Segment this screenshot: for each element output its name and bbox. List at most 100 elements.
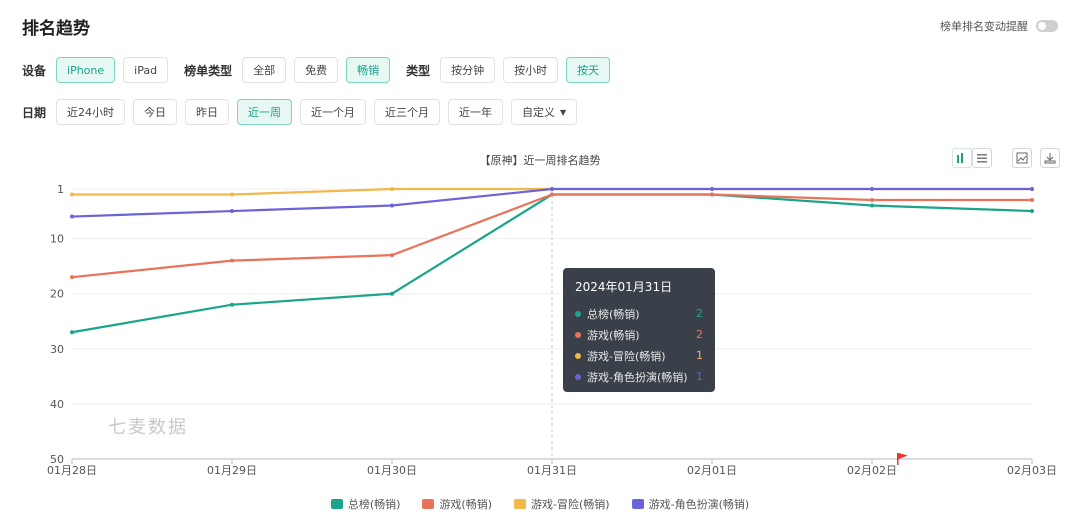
- legend-swatch: [514, 499, 527, 509]
- page-title: 排名趋势: [22, 19, 90, 39]
- rank-alert-toggle-wrap: 榜单排名变动提醒: [940, 18, 1058, 34]
- legend-swatch: [330, 499, 343, 509]
- data-point: [1030, 198, 1034, 203]
- x-tick-label: 01月28日: [47, 464, 97, 477]
- tooltip-series-name: 总榜(畅销): [587, 307, 640, 321]
- data-point: [710, 187, 714, 191]
- data-point: [70, 192, 74, 197]
- list-view-toggle-icon[interactable]: [972, 148, 992, 168]
- rank-alert-label: 榜单排名变动提醒: [940, 20, 1028, 33]
- data-point: [550, 187, 554, 191]
- x-tick-label: 02月01日: [687, 464, 737, 477]
- tooltip-row: 游戏-角色扮演(畅销) 1: [575, 366, 703, 387]
- date-24h-button[interactable]: 近24小时: [56, 99, 126, 125]
- legend-item[interactable]: 游戏-冒险(畅销): [514, 496, 610, 512]
- bar-chart-toggle-icon[interactable]: [952, 148, 972, 168]
- y-tick-label: 30: [50, 343, 64, 356]
- date-year-button[interactable]: 近一年: [448, 99, 504, 125]
- data-point: [870, 203, 874, 208]
- tooltip-series-value: 1: [696, 370, 703, 383]
- date-label: 日期: [22, 105, 47, 120]
- data-point: [710, 192, 714, 197]
- data-point: [1030, 187, 1034, 191]
- date-today-button[interactable]: 今日: [133, 99, 178, 125]
- y-tick-label: 20: [50, 288, 64, 301]
- tooltip-row: 游戏-冒险(畅销) 1: [575, 345, 703, 366]
- rank-alert-toggle[interactable]: [1036, 20, 1058, 32]
- legend-label: 总榜(畅销): [347, 498, 401, 511]
- tooltip-series-name: 游戏-角色扮演(畅销): [587, 370, 688, 384]
- tooltip-row: 游戏(畅销) 2: [575, 324, 703, 345]
- tooltip-row: 总榜(畅销) 2: [575, 303, 703, 324]
- y-tick-label: 50: [50, 453, 64, 466]
- y-tick-label: 1: [57, 183, 64, 196]
- tooltip-series-dot: [575, 352, 581, 359]
- data-point: [230, 258, 234, 263]
- type-minute-button[interactable]: 按分钟: [440, 57, 496, 83]
- tooltip-series-dot: [575, 373, 581, 380]
- data-point: [70, 214, 74, 219]
- device-iphone-button[interactable]: iPhone: [56, 57, 116, 83]
- type-label: 类型: [406, 63, 431, 78]
- legend-item[interactable]: 总榜(畅销): [330, 496, 401, 512]
- data-point: [390, 187, 394, 191]
- chevron-down-icon: ▼: [560, 107, 567, 117]
- data-point: [870, 187, 874, 191]
- date-custom-label: 自定义: [522, 106, 556, 119]
- x-tick-label: 01月30日: [367, 464, 417, 477]
- legend-item[interactable]: 游戏-角色扮演(畅销): [631, 496, 750, 512]
- tooltip-series-dot: [575, 331, 581, 338]
- data-point: [70, 330, 74, 335]
- export-download-icon[interactable]: [1040, 148, 1060, 168]
- watermark: 七麦数据: [108, 417, 188, 438]
- device-ipad-button[interactable]: iPad: [123, 57, 169, 83]
- data-point: [870, 198, 874, 203]
- legend-label: 游戏-角色扮演(畅销): [648, 498, 750, 511]
- tooltip-date: 2024年01月31日: [575, 280, 673, 294]
- tooltip-series-value: 2: [696, 328, 703, 341]
- data-point: [230, 302, 234, 307]
- y-tick-label: 10: [50, 233, 64, 246]
- tooltip-series-name: 游戏-冒险(畅销): [587, 349, 666, 363]
- legend-swatch: [631, 499, 644, 509]
- x-tick-label: 01月29日: [207, 464, 257, 477]
- tooltip-series-dot: [575, 310, 581, 317]
- x-tick-label: 01月31日: [527, 464, 577, 477]
- legend-label: 游戏-冒险(畅销): [531, 498, 610, 511]
- type-day-button[interactable]: 按天: [566, 57, 611, 83]
- image-download-icon[interactable]: [1012, 148, 1032, 168]
- chart-tooltip: 2024年01月31日 总榜(畅销) 2 游戏(畅销) 2 游戏-冒险(畅销) …: [563, 268, 715, 392]
- chart-legend: 总榜(畅销) 游戏(畅销) 游戏-冒险(畅销) 游戏-角色扮演(畅销): [0, 496, 1080, 512]
- data-point: [390, 253, 394, 258]
- x-tick-label: 02月02日: [847, 464, 897, 477]
- date-week-button[interactable]: 近一周: [237, 99, 293, 125]
- list-type-grossing-button[interactable]: 畅销: [346, 57, 391, 83]
- device-label: 设备: [22, 63, 47, 78]
- tooltip-series-value: 1: [696, 349, 703, 362]
- legend-label: 游戏(畅销): [439, 498, 493, 511]
- date-month-button[interactable]: 近一个月: [300, 99, 367, 125]
- date-yesterday-button[interactable]: 昨日: [185, 99, 230, 125]
- data-point: [230, 209, 234, 214]
- list-type-all-button[interactable]: 全部: [242, 57, 287, 83]
- list-type-label: 榜单类型: [184, 63, 233, 78]
- chart-title: 【原神】近一周排名趋势: [479, 154, 601, 167]
- x-tick-label: 02月03日: [1007, 464, 1057, 477]
- date-custom-dropdown[interactable]: 自定义 ▼: [511, 99, 578, 125]
- type-hour-button[interactable]: 按小时: [503, 57, 559, 83]
- list-type-free-button[interactable]: 免费: [294, 57, 339, 83]
- data-point: [390, 291, 394, 296]
- legend-swatch: [422, 499, 435, 509]
- date-3month-button[interactable]: 近三个月: [374, 99, 441, 125]
- filter-row-2: 日期 近24小时 今日 昨日 近一周 近一个月 近三个月 近一年 自定义 ▼: [22, 99, 585, 125]
- tooltip-series-name: 游戏(畅销): [587, 328, 640, 342]
- tooltip-series-value: 2: [696, 307, 703, 320]
- legend-item[interactable]: 游戏(畅销): [422, 496, 492, 512]
- data-point: [550, 192, 554, 197]
- y-tick-label: 40: [50, 398, 64, 411]
- chart-area: 【原神】近一周排名趋势 1 10 20 30 40 50 01月28日 01月29日 01月30…: [0, 140, 1080, 522]
- data-point: [390, 203, 394, 208]
- data-point: [70, 275, 74, 280]
- filter-row-1: 设备 iPhone iPad 榜单类型 全部 免费 畅销 类型 按分钟 按小时 …: [22, 57, 618, 83]
